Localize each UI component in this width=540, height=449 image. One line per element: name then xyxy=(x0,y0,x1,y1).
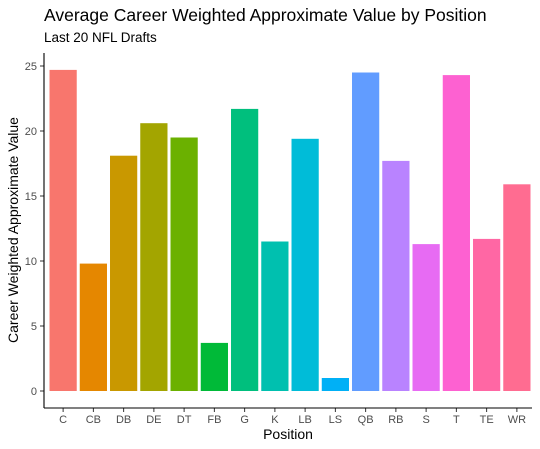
chart-title: Average Career Weighted Approximate Valu… xyxy=(44,5,487,25)
bar-cb xyxy=(79,263,107,391)
y-tick-label-5: 5 xyxy=(31,321,37,333)
bar-ls xyxy=(321,378,349,391)
bar-de xyxy=(140,123,168,391)
x-tick-label-dt: DT xyxy=(177,414,192,426)
x-axis-title: Position xyxy=(263,426,313,442)
bars-group xyxy=(49,69,531,392)
x-tick-label-c: C xyxy=(59,414,67,426)
bar-te xyxy=(473,238,501,391)
x-tick-label-rb: RB xyxy=(388,414,403,426)
bar-fb xyxy=(200,342,228,391)
x-tick-label-ls: LS xyxy=(329,414,342,426)
y-axis-title: Career Weighted Approximate Value xyxy=(5,117,21,343)
x-tick-label-cb: CB xyxy=(86,414,101,426)
bar-qb xyxy=(352,72,380,391)
x-axis: C CB DB DE DT FB G K LB LS QB RB S T TE WR xyxy=(59,408,526,426)
x-tick-label-t: T xyxy=(453,414,460,426)
y-tick-label-20: 20 xyxy=(25,126,37,138)
bar-k xyxy=(261,241,289,391)
y-tick-label-10: 10 xyxy=(25,256,37,268)
x-tick-label-db: DB xyxy=(116,414,131,426)
x-tick-label-s: S xyxy=(422,414,429,426)
x-tick-label-te: TE xyxy=(480,414,494,426)
bar-s xyxy=(412,244,440,391)
x-tick-label-wr: WR xyxy=(508,414,526,426)
x-tick-label-fb: FB xyxy=(207,414,221,426)
bar-wr xyxy=(503,184,531,391)
bar-db xyxy=(110,155,138,391)
x-tick-label-de: DE xyxy=(146,414,161,426)
x-tick-label-g: G xyxy=(240,414,249,426)
x-tick-label-lb: LB xyxy=(298,414,311,426)
bar-t xyxy=(442,75,470,391)
y-tick-label-0: 0 xyxy=(31,386,37,398)
bar-g xyxy=(231,108,259,392)
bar-c xyxy=(49,69,77,392)
bar-lb xyxy=(291,138,319,391)
bar-rb xyxy=(382,160,410,391)
y-axis: 0 5 10 15 20 25 xyxy=(25,61,44,398)
x-tick-label-k: K xyxy=(271,414,279,426)
y-tick-label-25: 25 xyxy=(25,61,37,73)
y-tick-label-15: 15 xyxy=(25,191,37,203)
x-tick-label-qb: QB xyxy=(358,414,374,426)
bar-dt xyxy=(170,137,198,391)
chart-subtitle: Last 20 NFL Drafts xyxy=(44,30,157,45)
